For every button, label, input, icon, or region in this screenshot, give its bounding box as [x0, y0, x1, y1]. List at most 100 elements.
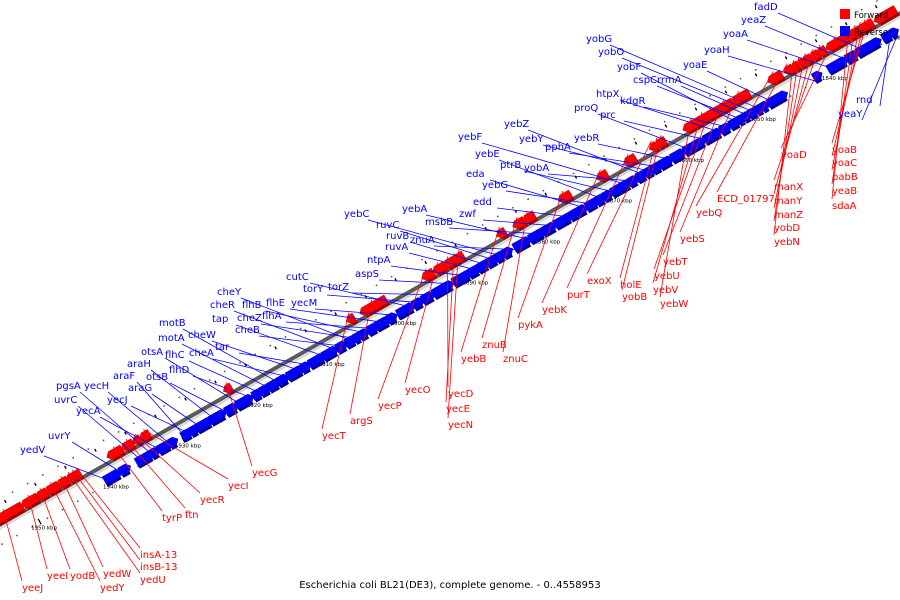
gene-label[interactable]: yebB — [461, 354, 486, 365]
gene-label[interactable]: yecE — [446, 404, 470, 415]
gene-label[interactable]: yedY — [100, 583, 125, 594]
gene-label[interactable]: yebQ — [696, 208, 722, 219]
gene-label[interactable]: yecH — [84, 381, 109, 392]
forward-gene-yebN[interactable] — [790, 60, 801, 71]
reverse-gene-tar[interactable] — [306, 353, 326, 369]
forward-gene-yeeI[interactable] — [21, 492, 41, 509]
reverse-gene-yeaY[interactable] — [888, 27, 900, 39]
reverse-gene-flhB[interactable] — [364, 323, 379, 336]
gene-label[interactable]: yoaC — [832, 158, 857, 169]
gene-label[interactable]: yebW — [660, 299, 688, 310]
gene-label[interactable]: yebN — [774, 237, 800, 248]
gene-label[interactable]: manX — [774, 182, 803, 193]
forward-gene[interactable] — [873, 5, 899, 24]
gene-label[interactable]: yecR — [200, 495, 225, 506]
gene-label[interactable]: cheR — [210, 300, 235, 311]
gene-label[interactable]: yoaD — [781, 150, 807, 161]
gene-label[interactable]: yecA — [76, 406, 101, 417]
gene-label[interactable]: yodB — [70, 571, 95, 582]
gene-label[interactable]: yebV — [653, 285, 678, 296]
gene-label[interactable]: yecP — [378, 401, 402, 412]
gene-label[interactable]: pabB — [832, 172, 858, 183]
gene-label[interactable]: yebZ — [504, 119, 529, 130]
gene-label[interactable]: yedU — [140, 575, 166, 586]
gene-label[interactable]: motB — [159, 318, 186, 329]
gene-label[interactable]: yedV — [20, 445, 45, 456]
gene-label[interactable]: yebK — [542, 305, 567, 316]
gene-label[interactable]: yebC — [344, 209, 369, 220]
reverse-gene-zwf[interactable] — [552, 213, 573, 230]
gene-label[interactable]: motA — [158, 333, 185, 344]
gene-label[interactable]: yecI — [228, 481, 249, 492]
gene-label[interactable]: yecM — [291, 298, 317, 309]
gene-label[interactable]: yecN — [448, 420, 473, 431]
gene-label[interactable]: araF — [113, 371, 135, 382]
gene-label[interactable]: argS — [350, 416, 373, 427]
reverse-gene-proQ[interactable] — [681, 137, 707, 156]
reverse-gene-otsB[interactable] — [222, 402, 239, 417]
gene-label[interactable]: yeaZ — [741, 15, 766, 26]
gene-label[interactable]: cheY — [217, 287, 242, 298]
reverse-gene-pgsA[interactable] — [148, 447, 161, 459]
reverse-gene-yoaA[interactable] — [825, 56, 849, 74]
forward-gene-yobD[interactable] — [796, 57, 807, 68]
forward-gene-yecR[interactable] — [132, 434, 143, 446]
gene-label[interactable]: araG — [128, 383, 152, 394]
reverse-gene-ruvA[interactable] — [474, 260, 490, 274]
gene-label[interactable]: yebY — [519, 134, 544, 145]
gene-label[interactable]: flhE — [266, 298, 285, 309]
gene-label[interactable]: torY — [303, 284, 324, 295]
gene-label[interactable]: cutC — [286, 272, 309, 283]
gene-label[interactable]: manY — [774, 196, 803, 207]
gene-label[interactable]: otsB — [146, 372, 168, 383]
gene-label[interactable]: yedW — [103, 569, 131, 580]
gene-label[interactable]: yeaB — [832, 186, 857, 197]
forward-gene-tyrP[interactable] — [106, 444, 125, 460]
gene-label[interactable]: rnd — [856, 95, 873, 106]
forward-gene-purT[interactable] — [623, 153, 638, 166]
forward-gene-yebT[interactable] — [717, 97, 736, 113]
gene-label[interactable]: flhD — [169, 365, 190, 376]
forward-gene-manY[interactable] — [809, 49, 821, 61]
forward-gene-ftn[interactable] — [121, 438, 136, 452]
gene-label[interactable]: flhB — [242, 300, 262, 311]
reverse-gene-araF[interactable] — [179, 428, 193, 442]
gene-label[interactable]: tar — [215, 342, 230, 353]
gene-label[interactable]: zwf — [459, 209, 476, 220]
gene-label[interactable]: holE — [620, 280, 642, 291]
gene-label[interactable]: znuC — [503, 354, 528, 365]
gene-label[interactable]: sdaA — [832, 201, 857, 212]
gene-label[interactable]: torZ — [328, 282, 349, 293]
gene-label[interactable]: yebE — [475, 149, 500, 160]
reverse-gene-tap[interactable] — [320, 345, 339, 361]
reverse-gene-yoaE[interactable] — [765, 90, 788, 109]
gene-label[interactable]: yeaY — [838, 109, 863, 120]
gene-label[interactable]: yobF — [617, 62, 641, 73]
gene-label[interactable]: tap — [212, 314, 228, 325]
gene-label[interactable]: otsA — [141, 347, 163, 358]
gene-label[interactable]: ntpA — [367, 255, 391, 266]
reverse-gene-uvrY[interactable] — [117, 463, 131, 477]
gene-label[interactable]: yobO — [598, 47, 624, 58]
gene-label[interactable]: msbB — [425, 217, 453, 228]
gene-label[interactable]: cheB — [235, 325, 260, 336]
reverse-gene-aspS[interactable] — [450, 270, 472, 287]
gene-label[interactable]: yobD — [774, 223, 800, 234]
gene-label[interactable]: yoaA — [723, 29, 748, 40]
gene-label[interactable]: prc — [600, 110, 616, 121]
gene-label[interactable]: yoaH — [704, 45, 730, 56]
reverse-gene-araG[interactable] — [193, 417, 213, 433]
reverse-gene-cheZ[interactable] — [356, 328, 370, 341]
gene-label[interactable]: yebG — [482, 180, 508, 191]
gene-label[interactable]: exoX — [587, 276, 612, 287]
reverse-gene-motB[interactable] — [274, 373, 290, 387]
gene-label[interactable]: eda — [466, 169, 485, 180]
gene-label[interactable]: proQ — [574, 103, 598, 114]
reverse-gene-yoaH[interactable] — [810, 70, 823, 83]
gene-label[interactable]: htpX — [596, 89, 620, 100]
gene-label[interactable]: yebF — [458, 132, 482, 143]
forward-gene-yoaB[interactable] — [866, 18, 876, 28]
gene-label[interactable]: yecT — [322, 431, 347, 442]
gene-label[interactable]: edd — [473, 197, 492, 208]
forward-gene-exoX[interactable] — [648, 141, 659, 152]
